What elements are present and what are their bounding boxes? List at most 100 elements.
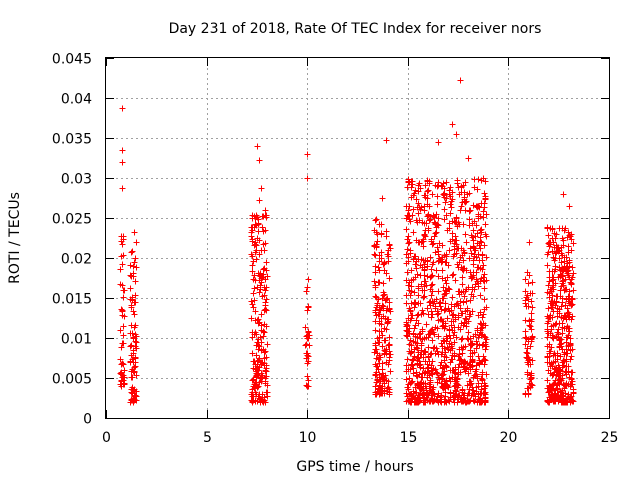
data-point: [372, 282, 379, 289]
data-point: [482, 322, 489, 329]
data-point: [444, 315, 451, 322]
data-point: [412, 261, 419, 268]
data-point: [127, 285, 134, 292]
data-point: [304, 284, 311, 291]
data-point: [455, 245, 462, 252]
data-point: [482, 221, 489, 228]
data-point: [471, 218, 478, 225]
data-point: [441, 216, 448, 223]
data-point: [474, 278, 481, 285]
data-point: [256, 197, 263, 204]
data-point: [121, 287, 128, 294]
data-point: [544, 377, 551, 384]
data-point: [443, 179, 450, 186]
data-point: [557, 396, 564, 403]
data-point: [434, 370, 441, 377]
data-point: [413, 372, 420, 379]
data-point: [304, 175, 311, 182]
data-point: [130, 308, 137, 315]
data-point: [475, 215, 482, 222]
data-point: [417, 272, 424, 279]
data-point: [427, 216, 434, 223]
data-point: [408, 361, 415, 368]
data-point: [384, 305, 391, 312]
data-point: [549, 277, 556, 284]
data-point: [411, 396, 418, 403]
data-point: [440, 180, 447, 187]
data-point: [263, 259, 270, 266]
data-point: [133, 264, 140, 271]
data-point: [423, 321, 430, 328]
data-point: [412, 187, 419, 194]
data-point: [419, 374, 426, 381]
data-point: [252, 361, 259, 368]
data-point: [415, 210, 422, 217]
data-point: [550, 276, 557, 283]
data-point: [430, 213, 437, 220]
data-point: [447, 193, 454, 200]
data-point: [554, 313, 561, 320]
data-point: [415, 355, 422, 362]
data-point: [258, 339, 265, 346]
data-point: [130, 359, 137, 366]
data-point: [378, 249, 385, 256]
data-point: [404, 322, 411, 329]
data-point: [118, 306, 125, 313]
data-point: [550, 322, 557, 329]
data-point: [408, 342, 415, 349]
y-tick-label: 0.025: [52, 212, 92, 228]
data-point: [306, 342, 313, 349]
data-point: [562, 266, 569, 273]
data-point: [566, 325, 573, 332]
data-point: [414, 399, 421, 406]
data-point: [418, 379, 425, 386]
data-point: [555, 248, 562, 255]
data-point: [525, 280, 532, 287]
data-point: [250, 258, 257, 265]
data-point: [526, 239, 533, 246]
data-point: [409, 181, 416, 188]
data-point: [558, 343, 565, 350]
data-point: [565, 249, 572, 256]
data-point: [480, 262, 487, 269]
data-point: [256, 364, 263, 371]
data-point: [379, 343, 386, 350]
data-point: [426, 331, 433, 338]
y-tick-label: 0.04: [61, 92, 92, 108]
x-tick-labels: 0 5 10 15 20 25: [102, 430, 618, 446]
data-point: [443, 290, 450, 297]
data-point: [119, 147, 126, 154]
data-point: [470, 272, 477, 279]
data-point: [117, 356, 124, 363]
data-point: [411, 190, 418, 197]
data-point: [440, 364, 447, 371]
data-point: [371, 349, 378, 356]
data-point: [427, 274, 434, 281]
data-point: [556, 376, 563, 383]
data-point: [557, 377, 564, 384]
data-point: [304, 373, 311, 380]
data-point: [469, 359, 476, 366]
data-point: [528, 372, 535, 379]
x-tick-label: 15: [400, 430, 418, 446]
data-point: [262, 227, 269, 234]
data-point: [416, 362, 423, 369]
data-point: [250, 290, 257, 297]
data-point: [559, 225, 566, 232]
data-point: [419, 307, 426, 314]
data-point: [376, 307, 383, 314]
data-point: [372, 327, 379, 334]
data-point: [131, 311, 138, 318]
data-point: [375, 264, 382, 271]
data-point: [419, 264, 426, 271]
data-point: [556, 264, 563, 271]
data-point: [423, 334, 430, 341]
data-point: [424, 273, 431, 280]
data-point: [569, 301, 576, 308]
data-point: [428, 308, 435, 315]
data-point: [425, 212, 432, 219]
y-tick-labels: 0 0.005 0.01 0.015 0.02 0.025 0.03 0.035 0.04 0.0…: [52, 52, 92, 428]
data-point: [551, 230, 558, 237]
data-point: [480, 214, 487, 221]
data-point: [481, 190, 488, 197]
